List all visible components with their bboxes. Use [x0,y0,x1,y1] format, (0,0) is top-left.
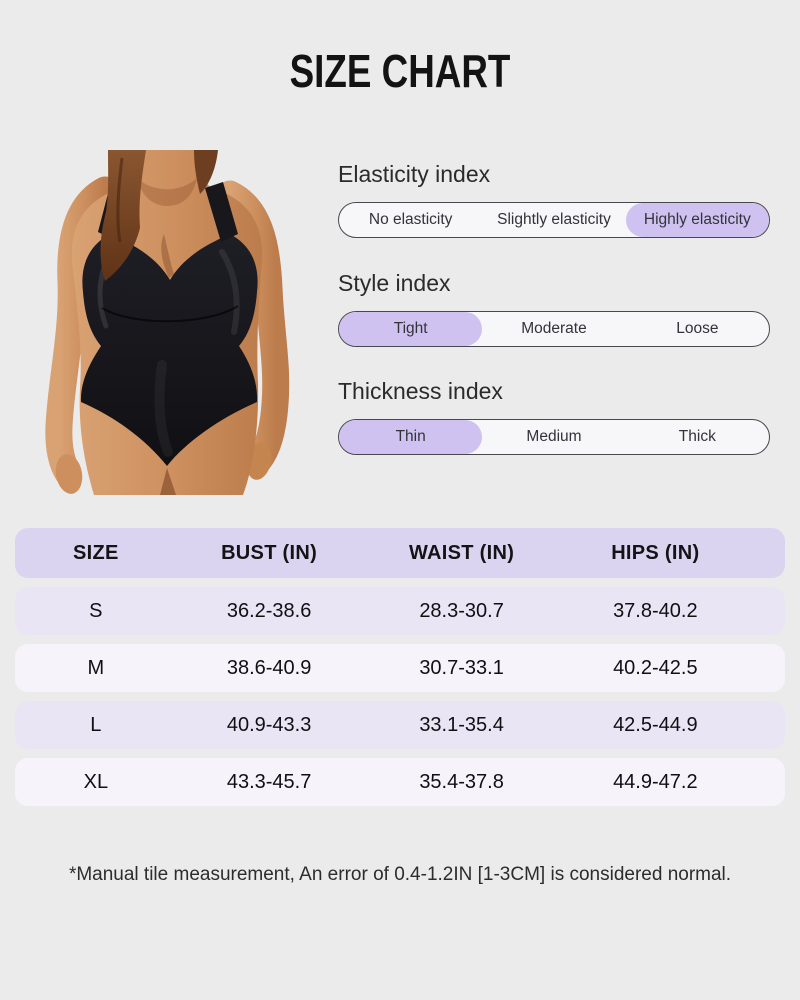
cell-bust: 38.6-40.9 [226,656,312,679]
header-size: SIZE [73,541,119,564]
cell-bust: 43.3-45.7 [226,770,312,793]
right-strap [205,182,238,242]
cell-waist: 35.4-37.8 [419,770,504,793]
suit-highlight-center [154,360,173,457]
underbust-seam [101,305,239,323]
bodysuit [80,234,258,466]
thickness-option-thick: Thick [678,428,716,445]
header-bust: BUST (IN) [221,541,318,564]
cell-hips: 40.2-42.5 [613,656,698,679]
bodysuit-model-illustration: Model wearing a black V-neck bodysuit [45,150,290,495]
thickness-option-medium: Medium [526,428,582,445]
page-title-text: SIZE CHART [289,45,511,97]
style-option-moderate: Moderate [521,320,587,337]
thickness-scale: Thin Medium Thick [338,419,770,455]
style-option-tight-selected: Tight [339,312,483,346]
style-index-label: Style index [338,270,451,296]
product-photo: Model wearing a black V-neck bodysuit [10,150,320,495]
thickness-index-group: Thickness index Thin Medium Thick [338,378,770,455]
table-row-s: S 36.2-38.6 28.3-30.7 37.8-40.2 [15,587,785,635]
thickness-option-thin-selected: Thin [339,420,483,454]
elasticity-option-highly-selected: Highly elasticity [625,203,769,237]
hair-right-strand [194,150,218,194]
style-index-group: Style index Tight Moderate Loose [338,270,770,347]
thickness-index-label: Thickness index [338,378,503,404]
cell-waist: 30.7-33.1 [419,656,504,679]
hair-strand-line [116,157,124,243]
cell-waist: 33.1-35.4 [419,713,504,736]
cell-size: S [89,599,103,622]
elasticity-index-label: Elasticity index [338,161,491,187]
cleavage-shadow [161,234,174,278]
cell-hips: 44.9-47.2 [613,770,698,793]
elasticity-index-group: Elasticity index No elasticity Slightly … [338,161,770,238]
right-arm [216,180,290,474]
size-table: SIZE BUST (IN) WAIST (IN) HIPS (IN) S 36… [15,528,785,806]
elasticity-scale: No elasticity Slightly elasticity Highly… [338,202,770,238]
header-waist: WAIST (IN) [408,541,515,564]
cell-waist: 28.3-30.7 [419,599,504,622]
cell-bust: 36.2-38.6 [226,599,312,622]
cell-hips: 37.8-40.2 [613,599,698,622]
table-row-xl: XL 43.3-45.7 35.4-37.8 44.9-47.2 [15,758,785,806]
hair-left-strand [100,150,146,281]
table-row-l: L 40.9-43.3 33.1-35.4 42.5-44.9 [15,701,785,749]
style-scale: Tight Moderate Loose [338,311,770,347]
size-table-header: SIZE BUST (IN) WAIST (IN) HIPS (IN) [15,528,785,578]
left-hand [55,454,83,494]
header-hips: HIPS (IN) [611,541,700,564]
cell-hips: 42.5-44.9 [613,713,698,736]
elasticity-option-slightly: Slightly elasticity [497,211,611,228]
style-option-loose: Loose [676,320,719,337]
elasticity-option-no: No elasticity [368,211,453,228]
neck-shadow [137,178,197,206]
cell-size: L [90,713,102,736]
thigh-gap-shadow [160,468,176,495]
page-title: SIZE CHART [0,44,800,98]
suit-highlight-right [219,249,240,335]
cell-size: M [87,656,105,679]
cell-bust: 40.9-43.3 [226,713,312,736]
left-arm [45,176,119,487]
cell-size: XL [83,770,109,793]
table-row-m: M 38.6-40.9 30.7-33.1 40.2-42.5 [15,644,785,692]
measurement-footnote: *Manual tile measurement, An error of 0.… [68,864,732,885]
